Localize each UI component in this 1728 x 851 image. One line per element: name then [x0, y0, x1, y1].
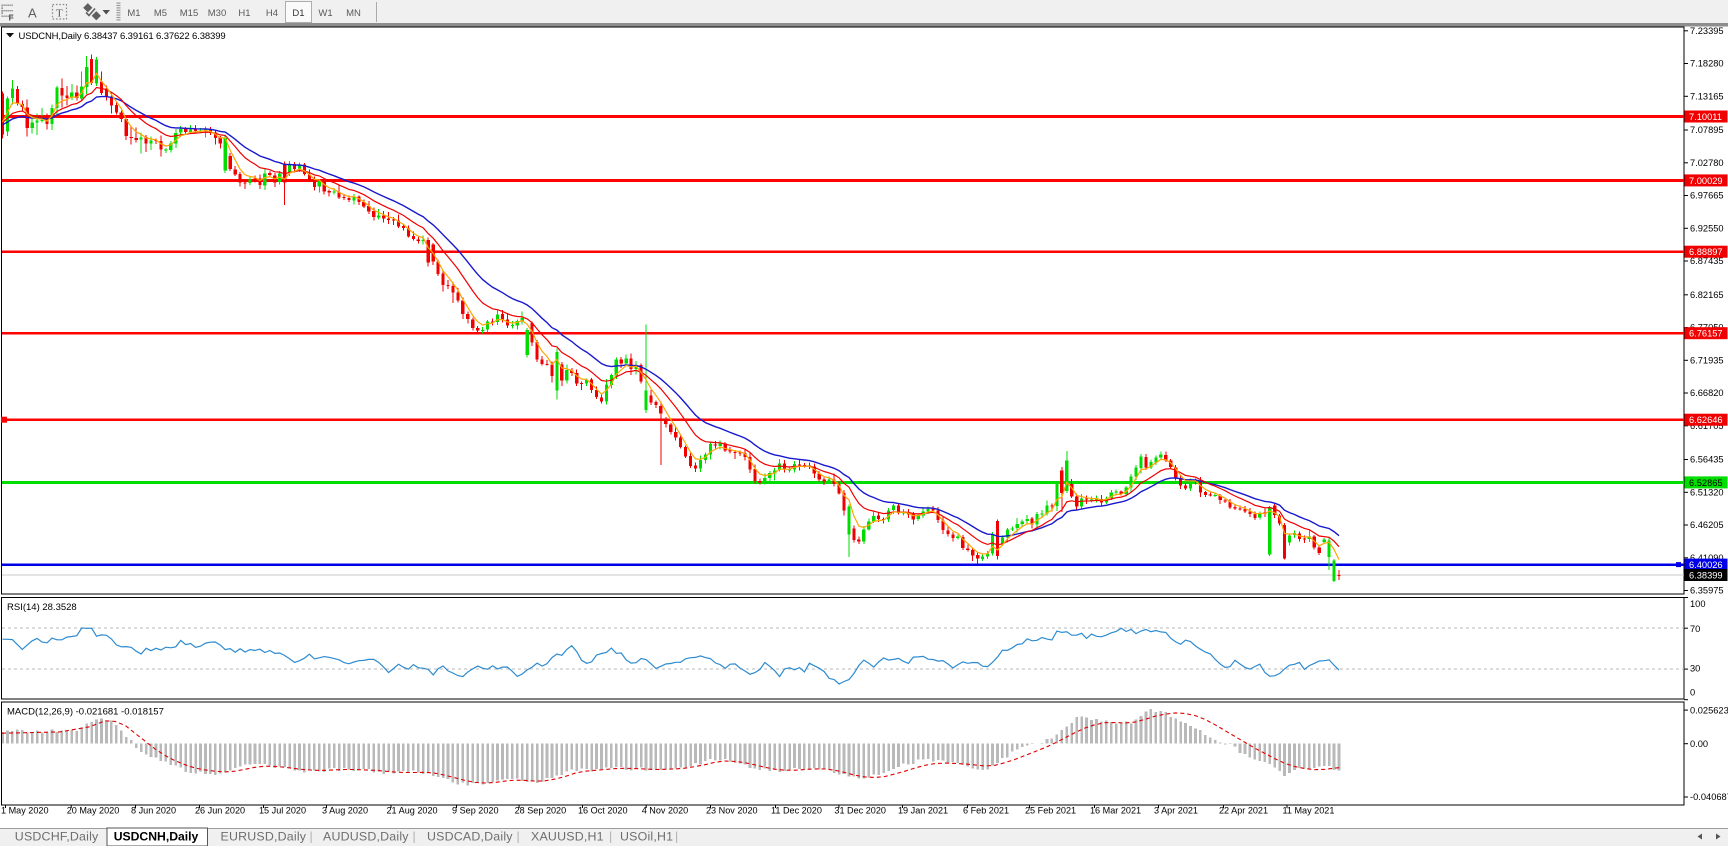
svg-text:M30: M30: [208, 8, 226, 19]
svg-text:7.23395: 7.23395: [1690, 26, 1724, 36]
svg-text:22 Apr 2021: 22 Apr 2021: [1219, 806, 1268, 816]
svg-text:100: 100: [1690, 599, 1706, 609]
svg-text:XAUUSD,H1: XAUUSD,H1: [531, 830, 604, 844]
svg-text:7.07895: 7.07895: [1690, 125, 1724, 135]
svg-text:7.13165: 7.13165: [1690, 92, 1724, 102]
svg-text:6.46205: 6.46205: [1690, 520, 1724, 530]
svg-text:0.025623: 0.025623: [1690, 705, 1728, 715]
svg-text:19 Jan 2021: 19 Jan 2021: [898, 806, 948, 816]
svg-text:1 May 2020: 1 May 2020: [1, 806, 49, 816]
svg-text:AUDUSD,Daily: AUDUSD,Daily: [323, 830, 409, 844]
svg-text:11 May 2021: 11 May 2021: [1283, 806, 1335, 816]
svg-text:USDCAD,Daily: USDCAD,Daily: [427, 830, 513, 844]
svg-text:4 Nov 2020: 4 Nov 2020: [642, 806, 689, 816]
svg-text:6.76157: 6.76157: [1689, 329, 1723, 339]
svg-text:F: F: [9, 13, 14, 23]
svg-text:6.40026: 6.40026: [1689, 560, 1723, 570]
svg-text:6.97665: 6.97665: [1690, 191, 1724, 201]
svg-text:6.41090: 6.41090: [1690, 553, 1724, 563]
svg-text:|: |: [517, 830, 520, 844]
svg-text:USDCNH,Daily 6.38437 6.39161: USDCNH,Daily 6.38437 6.39161 6.37622 6.3…: [19, 31, 226, 42]
svg-text:|: |: [675, 830, 678, 844]
svg-text:9 Sep 2020: 9 Sep 2020: [452, 806, 499, 816]
svg-text:|: |: [609, 830, 612, 844]
svg-text:8 Jun 2020: 8 Jun 2020: [131, 806, 176, 816]
svg-text:6.92550: 6.92550: [1690, 224, 1724, 234]
svg-text:16 Oct 2020: 16 Oct 2020: [578, 806, 628, 816]
svg-text:M15: M15: [180, 8, 198, 19]
svg-text:23 Nov 2020: 23 Nov 2020: [706, 806, 758, 816]
svg-text:6.87435: 6.87435: [1690, 256, 1724, 266]
svg-text:M5: M5: [154, 8, 167, 19]
svg-text:16 Mar 2021: 16 Mar 2021: [1090, 806, 1141, 816]
svg-text:28 Sep 2020: 28 Sep 2020: [515, 806, 567, 816]
svg-text:3 Aug 2020: 3 Aug 2020: [322, 806, 368, 816]
svg-text:T: T: [56, 8, 63, 20]
svg-text:15 Jul 2020: 15 Jul 2020: [259, 806, 306, 816]
svg-text:MACD(12,26,9) -0.021681 -0.018: MACD(12,26,9) -0.021681 -0.018157: [7, 707, 164, 718]
svg-text:6 Feb 2021: 6 Feb 2021: [963, 806, 1009, 816]
svg-text:6.51320: 6.51320: [1690, 488, 1724, 498]
svg-text:EURUSD,Daily: EURUSD,Daily: [221, 830, 307, 844]
svg-text:6.62646: 6.62646: [1689, 415, 1723, 425]
svg-text:11 Dec 2020: 11 Dec 2020: [771, 806, 822, 816]
svg-text:0.00: 0.00: [1690, 739, 1708, 749]
svg-text:31 Dec 2020: 31 Dec 2020: [834, 806, 886, 816]
svg-text:6.52865: 6.52865: [1689, 478, 1723, 488]
svg-text:H1: H1: [238, 8, 250, 19]
svg-text:MN: MN: [346, 8, 361, 19]
svg-text:20 May 2020: 20 May 2020: [67, 806, 120, 816]
svg-text:-0.040687: -0.040687: [1690, 792, 1728, 802]
svg-text:M1: M1: [127, 8, 140, 19]
svg-text:6.56435: 6.56435: [1690, 455, 1724, 465]
svg-text:USDCHF,Daily: USDCHF,Daily: [15, 830, 99, 844]
svg-text:H4: H4: [266, 8, 278, 19]
svg-text:RSI(14) 28.3528: RSI(14) 28.3528: [7, 602, 77, 613]
svg-text:7.00029: 7.00029: [1689, 176, 1723, 186]
svg-text:W1: W1: [318, 8, 332, 19]
svg-text:3 Apr 2021: 3 Apr 2021: [1154, 806, 1198, 816]
svg-text:6.82165: 6.82165: [1690, 290, 1724, 300]
svg-text:6.61705: 6.61705: [1690, 421, 1724, 431]
svg-text:6.88897: 6.88897: [1689, 247, 1723, 257]
svg-text:6.35975: 6.35975: [1690, 586, 1724, 596]
svg-text:6.38399: 6.38399: [1689, 571, 1723, 581]
svg-text:A: A: [28, 6, 37, 21]
svg-text:|: |: [310, 830, 313, 844]
svg-text:6.71935: 6.71935: [1690, 356, 1724, 366]
svg-text:|: |: [413, 830, 416, 844]
svg-text:25 Feb 2021: 25 Feb 2021: [1025, 806, 1076, 816]
svg-text:30: 30: [1690, 664, 1700, 674]
svg-text:USDCNH,Daily: USDCNH,Daily: [114, 830, 199, 844]
svg-text:7.10011: 7.10011: [1689, 112, 1722, 122]
svg-text:7.02780: 7.02780: [1690, 158, 1724, 168]
svg-text:70: 70: [1690, 624, 1700, 634]
svg-text:6.66820: 6.66820: [1690, 388, 1724, 398]
svg-text:26 Jun 2020: 26 Jun 2020: [195, 806, 245, 816]
svg-text:21 Aug 2020: 21 Aug 2020: [387, 806, 438, 816]
svg-text:0: 0: [1690, 688, 1695, 698]
svg-text:D1: D1: [292, 8, 304, 19]
svg-text:USOil,H1: USOil,H1: [620, 830, 673, 844]
svg-text:7.18280: 7.18280: [1690, 59, 1724, 69]
